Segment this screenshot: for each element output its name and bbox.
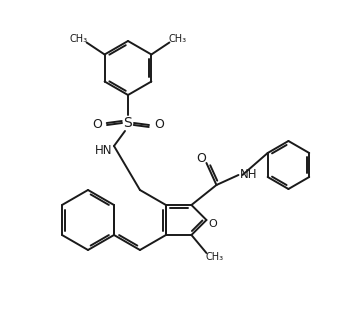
Text: NH: NH [240,169,257,182]
Text: CH₃: CH₃ [205,252,224,262]
Text: S: S [124,116,132,130]
Text: HN: HN [95,145,113,157]
Text: O: O [154,118,164,132]
Text: O: O [197,151,206,165]
Text: CH₃: CH₃ [168,35,186,44]
Text: O: O [92,118,102,132]
Text: CH₃: CH₃ [69,35,88,44]
Text: O: O [208,219,217,229]
